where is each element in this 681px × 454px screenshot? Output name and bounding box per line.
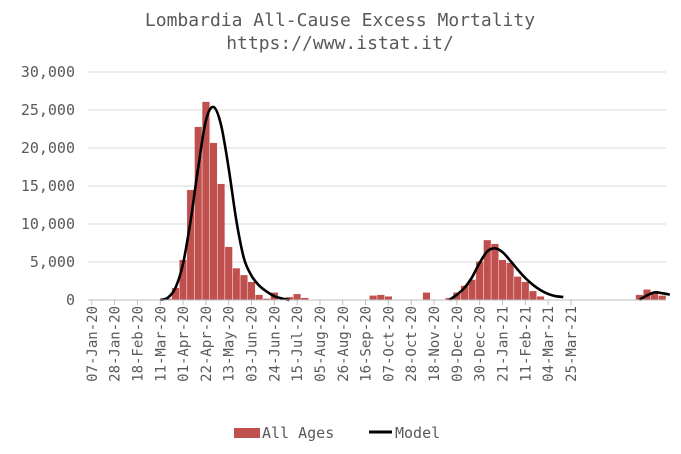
bar — [658, 295, 667, 301]
y-tick-label: 25,000 — [21, 101, 75, 119]
y-axis-tick-labels: 0 5,000 10,000 15,000 20,000 25,000 30,000 — [21, 63, 75, 309]
bar — [293, 293, 302, 301]
x-tick-label: 04-Mar-21 — [541, 306, 557, 382]
x-tick-label: 03-Jun-20 — [245, 306, 261, 382]
legend-swatch-all-ages — [234, 428, 260, 438]
bar — [422, 292, 431, 301]
bar — [247, 281, 256, 301]
x-tick-label: 16-Sep-20 — [359, 306, 375, 382]
x-tick-label: 07-Jan-20 — [85, 306, 101, 382]
x-tick-label: 25-Mar-21 — [564, 306, 580, 382]
bar — [369, 295, 378, 301]
bar — [209, 142, 218, 301]
bar — [232, 267, 241, 301]
y-tick-label: 20,000 — [21, 139, 75, 157]
bar — [528, 290, 537, 301]
y-tick-label: 0 — [66, 291, 75, 309]
x-tick-label: 28-Jan-20 — [108, 306, 124, 382]
line-series-model — [159, 105, 671, 302]
bar — [239, 274, 248, 301]
model-line-segment — [638, 291, 671, 302]
x-tick-label: 24-Jun-20 — [267, 306, 283, 382]
x-tick-label: 05-Aug-20 — [313, 306, 329, 382]
x-tick-label: 18-Feb-20 — [130, 306, 146, 382]
x-tick-label: 11-Feb-21 — [518, 306, 534, 382]
y-tick-label: 30,000 — [21, 63, 75, 81]
bar — [255, 294, 264, 301]
model-line-segment — [159, 105, 290, 302]
bar — [376, 294, 385, 301]
x-tick-label: 28-Oct-20 — [404, 306, 420, 382]
bar — [490, 243, 499, 301]
x-tick-label: 22-Apr-20 — [199, 306, 215, 382]
bar — [217, 183, 226, 301]
x-tick-label: 09-Dec-20 — [450, 306, 466, 382]
bar — [536, 296, 545, 301]
x-tick-label: 18-Nov-20 — [427, 306, 443, 382]
x-axis — [88, 299, 666, 305]
bar — [513, 276, 522, 301]
bar — [498, 259, 507, 301]
y-tick-label: 5,000 — [30, 253, 75, 271]
bar — [506, 262, 515, 301]
legend-label-all-ages: All Ages — [262, 424, 334, 442]
x-tick-label: 13-May-20 — [222, 306, 238, 382]
x-tick-label: 30-Dec-20 — [473, 306, 489, 382]
bar-series-all-ages — [87, 101, 667, 301]
model-line-segment — [448, 246, 564, 302]
x-axis-tick-labels: 07-Jan-20 28-Jan-20 18-Feb-20 11-Mar-20 01-A… — [85, 306, 580, 382]
x-tick-label: 15-Jul-20 — [290, 306, 306, 382]
x-tick-label: 01-Apr-20 — [176, 306, 192, 382]
y-tick-label: 15,000 — [21, 177, 75, 195]
gridlines — [88, 71, 666, 263]
legend: All Ages Model — [234, 424, 440, 442]
bar — [521, 281, 530, 301]
chart-subtitle: https://www.istat.it/ — [226, 33, 454, 54]
x-tick-label: 21-Jan-21 — [496, 306, 512, 382]
bar — [384, 296, 393, 301]
x-tick-label: 07-Oct-20 — [381, 306, 397, 382]
bar — [224, 246, 233, 301]
y-tick-label: 10,000 — [21, 215, 75, 233]
x-tick-label: 11-Mar-20 — [153, 306, 169, 382]
legend-label-model: Model — [395, 424, 440, 442]
chart-title: Lombardia All-Cause Excess Mortality — [145, 10, 535, 31]
x-tick-label: 26-Aug-20 — [336, 306, 352, 382]
